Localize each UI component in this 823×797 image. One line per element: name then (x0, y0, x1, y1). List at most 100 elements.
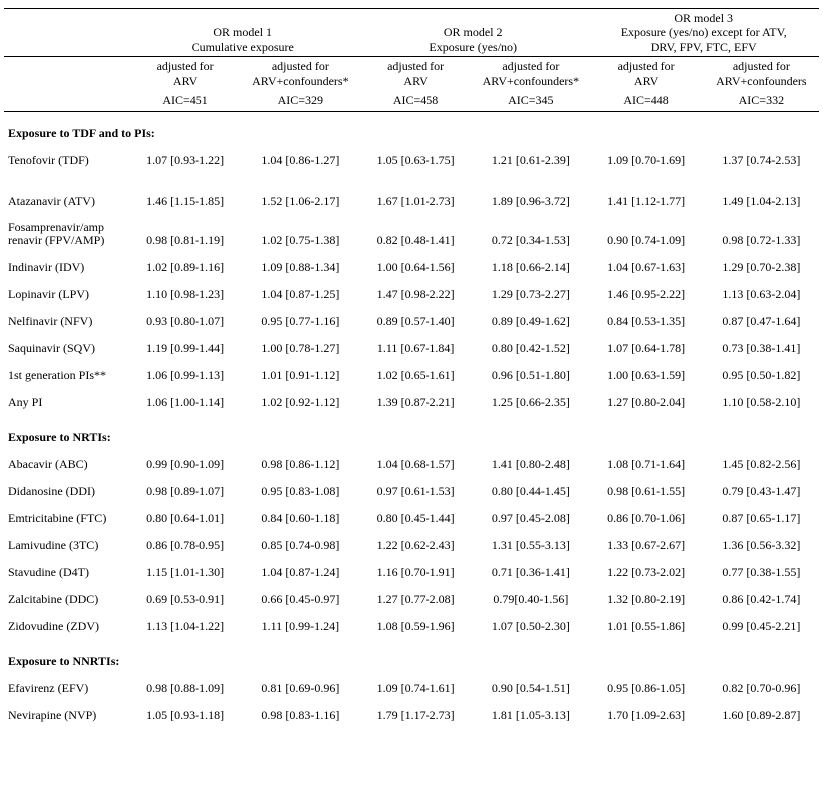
value-cell: 0.81 [0.69-0.96] (243, 675, 358, 702)
value-cell: 1.05 [0.93-1.18] (127, 702, 242, 729)
aic-cell: AIC=448 (588, 91, 703, 112)
value-cell: 0.87 [0.47-1.64] (704, 308, 819, 335)
value-cell: 0.86 [0.78-0.95] (127, 532, 242, 559)
value-cell: 1.13 [0.63-2.04] (704, 281, 819, 308)
table-row: Nelfinavir (NFV)0.93 [0.80-1.07]0.95 [0.… (4, 308, 819, 335)
value-cell: 1.10 [0.58-2.10] (704, 389, 819, 416)
value-cell: 1.04 [0.68-1.57] (358, 451, 473, 478)
value-cell: 1.00 [0.64-1.56] (358, 254, 473, 281)
section-header: Exposure to NRTIs: (4, 416, 819, 451)
value-cell: 1.04 [0.87-1.24] (243, 559, 358, 586)
table-row: Zalcitabine (DDC)0.69 [0.53-0.91]0.66 [0… (4, 586, 819, 613)
table-row: Nevirapine (NVP)1.05 [0.93-1.18]0.98 [0.… (4, 702, 819, 729)
table-row: Saquinavir (SQV)1.19 [0.99-1.44]1.00 [0.… (4, 335, 819, 362)
value-cell: 0.98 [0.83-1.16] (243, 702, 358, 729)
subheader-col: adjusted forARV+confounders (704, 57, 819, 92)
row-label: Nevirapine (NVP) (4, 702, 127, 729)
value-cell: 0.95 [0.77-1.16] (243, 308, 358, 335)
table-row: Stavudine (D4T)1.15 [1.01-1.30]1.04 [0.8… (4, 559, 819, 586)
model1-header: OR model 1 Cumulative exposure (127, 9, 358, 57)
value-cell: 1.41 [0.80-2.48] (473, 451, 588, 478)
row-label: Stavudine (D4T) (4, 559, 127, 586)
or-table: OR model 1 Cumulative exposure OR model … (4, 8, 819, 729)
value-cell: 1.04 [0.67-1.63] (588, 254, 703, 281)
value-cell: 1.02 [0.89-1.16] (127, 254, 242, 281)
value-cell: 0.86 [0.42-1.74] (704, 586, 819, 613)
row-label: Zidovudine (ZDV) (4, 613, 127, 640)
value-cell: 1.89 [0.96-3.72] (473, 188, 588, 215)
value-cell: 1.02 [0.75-1.38] (243, 215, 358, 253)
value-cell: 0.98 [0.86-1.12] (243, 451, 358, 478)
table-row: Lamivudine (3TC)0.86 [0.78-0.95]0.85 [0.… (4, 532, 819, 559)
value-cell: 1.05 [0.63-1.75] (358, 147, 473, 174)
value-cell: 1.01 [0.91-1.12] (243, 362, 358, 389)
value-cell: 1.27 [0.80-2.04] (588, 389, 703, 416)
value-cell: 0.98 [0.72-1.33] (704, 215, 819, 253)
row-label: Atazanavir (ATV) (4, 188, 127, 215)
value-cell: 0.80 [0.45-1.44] (358, 505, 473, 532)
value-cell: 0.99 [0.90-1.09] (127, 451, 242, 478)
value-cell: 1.31 [0.55-3.13] (473, 532, 588, 559)
value-cell: 1.00 [0.78-1.27] (243, 335, 358, 362)
row-label: Efavirenz (EFV) (4, 675, 127, 702)
value-cell: 0.98 [0.61-1.55] (588, 478, 703, 505)
aic-cell: AIC=451 (127, 91, 242, 112)
value-cell: 1.06 [0.99-1.13] (127, 362, 242, 389)
section-header: Exposure to TDF and to PIs: (4, 112, 819, 148)
value-cell: 0.86 [0.70-1.06] (588, 505, 703, 532)
value-cell: 1.08 [0.71-1.64] (588, 451, 703, 478)
value-cell: 1.45 [0.82-2.56] (704, 451, 819, 478)
value-cell: 1.47 [0.98-2.22] (358, 281, 473, 308)
value-cell: 0.90 [0.54-1.51] (473, 675, 588, 702)
value-cell: 1.60 [0.89-2.87] (704, 702, 819, 729)
value-cell: 1.11 [0.99-1.24] (243, 613, 358, 640)
row-label: Emtricitabine (FTC) (4, 505, 127, 532)
table-row: 1st generation PIs**1.06 [0.99-1.13]1.01… (4, 362, 819, 389)
model2-header: OR model 2 Exposure (yes/no) (358, 9, 589, 57)
value-cell: 0.98 [0.88-1.09] (127, 675, 242, 702)
value-cell: 0.97 [0.61-1.53] (358, 478, 473, 505)
table-row: Atazanavir (ATV)1.46 [1.15-1.85]1.52 [1.… (4, 188, 819, 215)
value-cell: 1.04 [0.87-1.25] (243, 281, 358, 308)
value-cell: 1.46 [0.95-2.22] (588, 281, 703, 308)
value-cell: 1.52 [1.06-2.17] (243, 188, 358, 215)
row-label: Fosamprenavir/amp renavir (FPV/AMP) (4, 215, 127, 253)
value-cell: 1.00 [0.63-1.59] (588, 362, 703, 389)
value-cell: 1.29 [0.73-2.27] (473, 281, 588, 308)
value-cell: 1.33 [0.67-2.67] (588, 532, 703, 559)
value-cell: 0.96 [0.51-1.80] (473, 362, 588, 389)
table-row: Abacavir (ABC)0.99 [0.90-1.09]0.98 [0.86… (4, 451, 819, 478)
value-cell: 1.22 [0.62-2.43] (358, 532, 473, 559)
value-cell: 0.95 [0.83-1.08] (243, 478, 358, 505)
row-label: Lopinavir (LPV) (4, 281, 127, 308)
value-cell: 1.21 [0.61-2.39] (473, 147, 588, 174)
value-cell: 0.99 [0.45-2.21] (704, 613, 819, 640)
value-cell: 1.06 [1.00-1.14] (127, 389, 242, 416)
row-label: Nelfinavir (NFV) (4, 308, 127, 335)
value-cell: 0.85 [0.74-0.98] (243, 532, 358, 559)
row-label: Any PI (4, 389, 127, 416)
value-cell: 1.32 [0.80-2.19] (588, 586, 703, 613)
value-cell: 0.93 [0.80-1.07] (127, 308, 242, 335)
value-cell: 0.87 [0.65-1.17] (704, 505, 819, 532)
value-cell: 1.70 [1.09-2.63] (588, 702, 703, 729)
aic-cell: AIC=329 (243, 91, 358, 112)
value-cell: 0.84 [0.53-1.35] (588, 308, 703, 335)
value-cell: 1.07 [0.64-1.78] (588, 335, 703, 362)
value-cell: 1.15 [1.01-1.30] (127, 559, 242, 586)
subheader-col: adjusted forARV (588, 57, 703, 92)
value-cell: 1.29 [0.70-2.38] (704, 254, 819, 281)
value-cell: 1.18 [0.66-2.14] (473, 254, 588, 281)
table-row: Fosamprenavir/amp renavir (FPV/AMP)0.98 … (4, 215, 819, 253)
value-cell: 0.97 [0.45-2.08] (473, 505, 588, 532)
aic-cell: AIC=458 (358, 91, 473, 112)
value-cell: 0.80 [0.44-1.45] (473, 478, 588, 505)
value-cell: 1.79 [1.17-2.73] (358, 702, 473, 729)
value-cell: 1.19 [0.99-1.44] (127, 335, 242, 362)
table-row: Emtricitabine (FTC)0.80 [0.64-1.01]0.84 … (4, 505, 819, 532)
value-cell: 0.77 [0.38-1.55] (704, 559, 819, 586)
value-cell: 0.73 [0.38-1.41] (704, 335, 819, 362)
value-cell: 0.98 [0.81-1.19] (127, 215, 242, 253)
subheader-col: adjusted forARV+confounders* (243, 57, 358, 92)
table-row: Any PI1.06 [1.00-1.14]1.02 [0.92-1.12]1.… (4, 389, 819, 416)
